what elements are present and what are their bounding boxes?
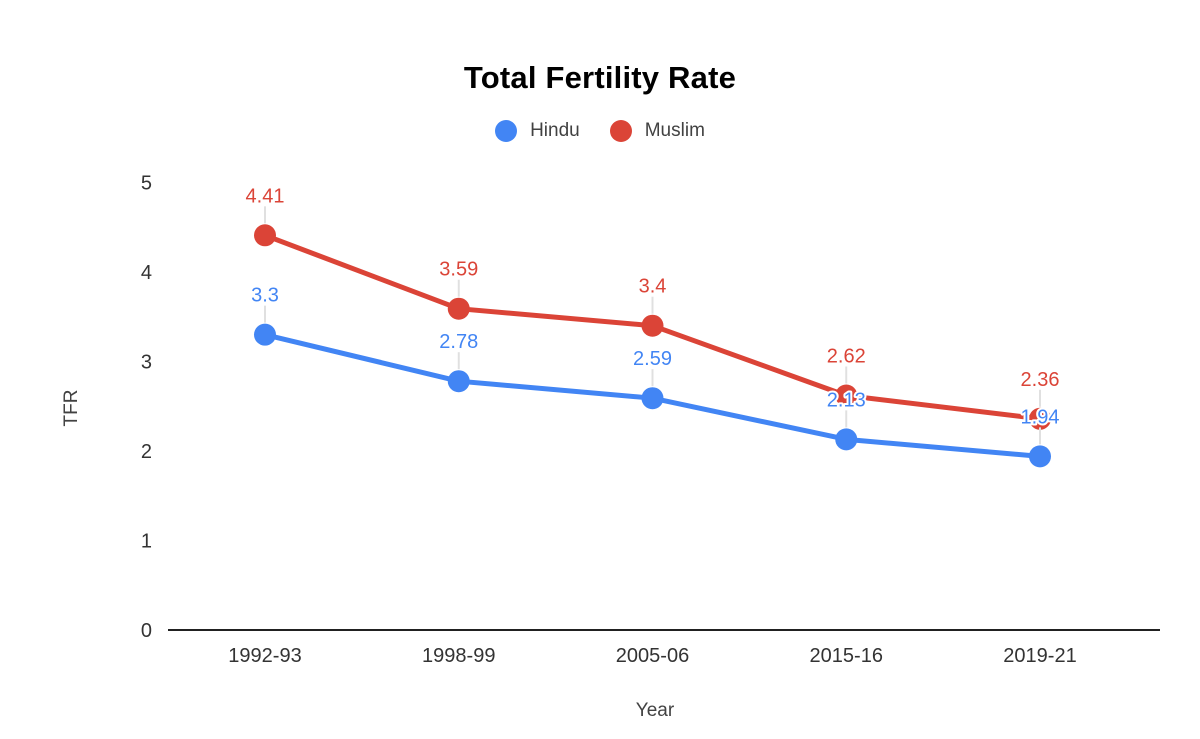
data-point-muslim xyxy=(1029,407,1051,430)
data-label-hindu: 2.59 xyxy=(633,348,672,370)
legend-dot-hindu xyxy=(495,120,518,142)
data-point-hindu xyxy=(447,370,470,393)
data-point-muslim xyxy=(835,384,858,407)
chart-title: Total Fertility Rate xyxy=(463,60,737,95)
data-point-hindu xyxy=(1029,445,1051,468)
y-tick-label: 4 xyxy=(141,262,152,284)
data-label-hindu: 2.13 xyxy=(827,389,866,411)
data-label-hindu: 1.94 xyxy=(1021,406,1060,428)
legend-item-hindu: Hindu xyxy=(495,120,580,142)
data-point-hindu xyxy=(835,428,858,451)
data-point-hindu xyxy=(641,387,664,410)
x-tick-label: 2019-21 xyxy=(1003,645,1076,667)
y-tick-label: 2 xyxy=(141,441,152,463)
x-tick-label: 1998-99 xyxy=(422,645,495,667)
data-label-hindu: 3.3 xyxy=(251,285,279,307)
y-tick-label: 1 xyxy=(141,531,152,553)
x-tick-label: 2005-06 xyxy=(616,645,689,667)
y-axis-title: TFR xyxy=(61,389,82,427)
data-point-muslim xyxy=(447,297,470,320)
data-label-muslim: 2.36 xyxy=(1021,369,1060,391)
y-tick-label: 5 xyxy=(141,173,152,195)
data-label-muslim: 2.62 xyxy=(827,346,866,368)
legend-label-hindu: Hindu xyxy=(530,120,580,141)
data-label-muslim: 3.4 xyxy=(639,276,667,298)
y-tick-label: 3 xyxy=(141,352,152,374)
data-label-muslim: 3.59 xyxy=(439,259,478,281)
y-tick-label: 0 xyxy=(141,620,152,642)
legend-label-muslim: Muslim xyxy=(644,120,705,141)
x-axis-title: Year xyxy=(635,700,675,721)
data-point-muslim xyxy=(254,224,276,247)
legend-dot-muslim xyxy=(609,120,632,142)
data-point-muslim xyxy=(641,314,664,337)
x-tick-label: 1992-93 xyxy=(228,645,301,667)
data-point-hindu xyxy=(254,323,276,346)
data-label-hindu: 2.78 xyxy=(439,331,478,353)
data-label-muslim: 4.41 xyxy=(246,185,285,207)
legend-item-muslim: Muslim xyxy=(609,120,705,142)
x-tick-label: 2015-16 xyxy=(810,645,883,667)
legend: Hindu Muslim xyxy=(0,120,1200,142)
